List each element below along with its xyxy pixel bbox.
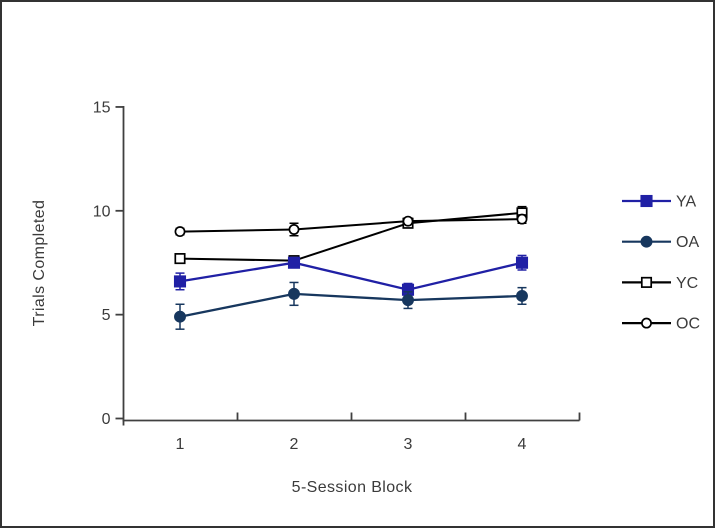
marker-OC-4: [516, 213, 528, 225]
x-tick-label: 4: [518, 436, 527, 453]
series-YA: [173, 254, 529, 297]
marker-OA-3: [402, 294, 414, 307]
legend-label-OC: OC: [676, 316, 700, 333]
legend-marker-YC: [640, 276, 653, 288]
series-line-OA: [179, 292, 523, 318]
marker-YA-2: [287, 256, 301, 269]
series-line-OC: [179, 218, 523, 233]
marker-OC-1: [174, 226, 186, 238]
series-YC: [174, 205, 528, 267]
series-OC: [174, 213, 528, 238]
legend: YA OA YC OC: [622, 194, 700, 333]
legend-item-YC: YC: [622, 275, 698, 292]
marker-OA-1: [174, 310, 186, 323]
legend-label-YA: YA: [676, 194, 696, 211]
legend-marker-OC: [641, 317, 652, 329]
y-tick-label: 5: [102, 307, 111, 324]
marker-OC-2: [288, 224, 300, 235]
legend-marker-OA: [640, 235, 653, 248]
x-tick-label: 3: [404, 436, 413, 453]
x-tick-label: 2: [290, 436, 299, 453]
marker-OA-4: [516, 290, 528, 302]
legend-item-OC: OC: [622, 316, 700, 333]
y-tick-label: 10: [93, 203, 111, 220]
legend-item-OA: OA: [622, 234, 699, 251]
legend-label-YC: YC: [676, 275, 698, 292]
y-tick-label: 0: [102, 411, 111, 428]
marker-YC-1: [174, 253, 186, 265]
axes: 0 5 10 15 1 2 3 4: [93, 99, 581, 453]
marker-YA-1: [173, 275, 187, 288]
legend-marker-YA: [640, 194, 653, 208]
series-line-YC: [179, 211, 523, 262]
x-tick-label: 1: [176, 436, 185, 453]
marker-OA-2: [288, 287, 300, 300]
series-OA: [174, 281, 528, 330]
y-tick-label: 15: [93, 99, 111, 116]
marker-OC-3: [402, 215, 414, 227]
marker-YA-4: [515, 256, 529, 269]
series-line-YA: [179, 261, 523, 291]
legend-item-YA: YA: [622, 194, 696, 211]
legend-label-OA: OA: [676, 234, 699, 251]
